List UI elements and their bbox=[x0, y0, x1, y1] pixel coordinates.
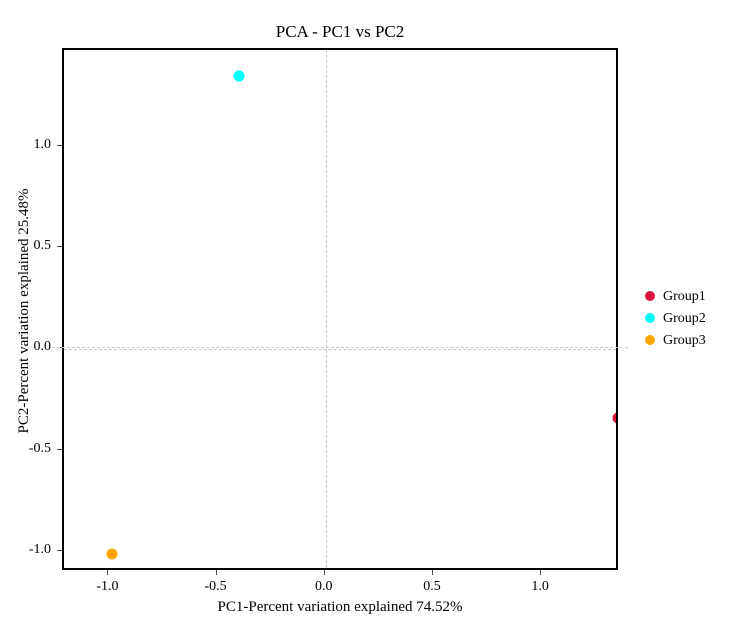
y-tick-label: 1.0 bbox=[33, 137, 52, 153]
x-tick-label: 0.5 bbox=[423, 579, 441, 594]
legend-item-label: Group2 bbox=[663, 310, 706, 326]
x-tick bbox=[107, 570, 109, 575]
y-axis-label: PC2-Percent variation explained 25.48% bbox=[16, 188, 32, 434]
data-point-group2[interactable] bbox=[233, 70, 245, 82]
legend-item-label: Group3 bbox=[663, 332, 706, 348]
data-point-group1[interactable] bbox=[612, 412, 616, 424]
x-tick-label: 0.0 bbox=[315, 579, 333, 594]
y-tick bbox=[57, 448, 62, 450]
legend-marker-icon bbox=[645, 291, 655, 301]
y-tick-label: -0.5 bbox=[28, 440, 51, 456]
legend-marker-icon bbox=[645, 313, 655, 323]
y-tick bbox=[57, 246, 62, 248]
x-tick bbox=[431, 570, 433, 575]
y-tick bbox=[57, 145, 62, 147]
reference-line-horizontal bbox=[64, 349, 616, 351]
legend-item-group2[interactable]: Group2 bbox=[645, 307, 745, 329]
y-tick-label: -1.0 bbox=[28, 541, 51, 557]
legend-item-group1[interactable]: Group1 bbox=[645, 285, 745, 307]
x-tick-label: 1.0 bbox=[531, 579, 549, 594]
x-tick-label: -1.0 bbox=[96, 579, 119, 594]
reference-line-vertical bbox=[325, 50, 327, 568]
chart-title: PCA - PC1 vs PC2 bbox=[275, 22, 405, 41]
y-tick bbox=[57, 549, 62, 551]
legend-item-label: Group1 bbox=[663, 288, 706, 304]
reference-line-horizontal-extension bbox=[52, 347, 628, 349]
y-tick-label: 0.5 bbox=[33, 238, 52, 254]
x-tick bbox=[323, 570, 325, 575]
legend-item-group3[interactable]: Group3 bbox=[645, 329, 745, 351]
legend-marker-icon bbox=[645, 335, 655, 345]
data-point-group3[interactable] bbox=[106, 548, 118, 560]
x-tick-label: -0.5 bbox=[204, 579, 227, 594]
legend: Group1 Group2 Group3 bbox=[645, 285, 745, 351]
y-tick-label: 0.0 bbox=[33, 339, 52, 355]
x-tick bbox=[215, 570, 217, 575]
plot-area bbox=[62, 48, 618, 570]
x-axis-label: PC1-Percent variation explained 74.52% bbox=[217, 599, 463, 615]
x-tick bbox=[540, 570, 542, 575]
